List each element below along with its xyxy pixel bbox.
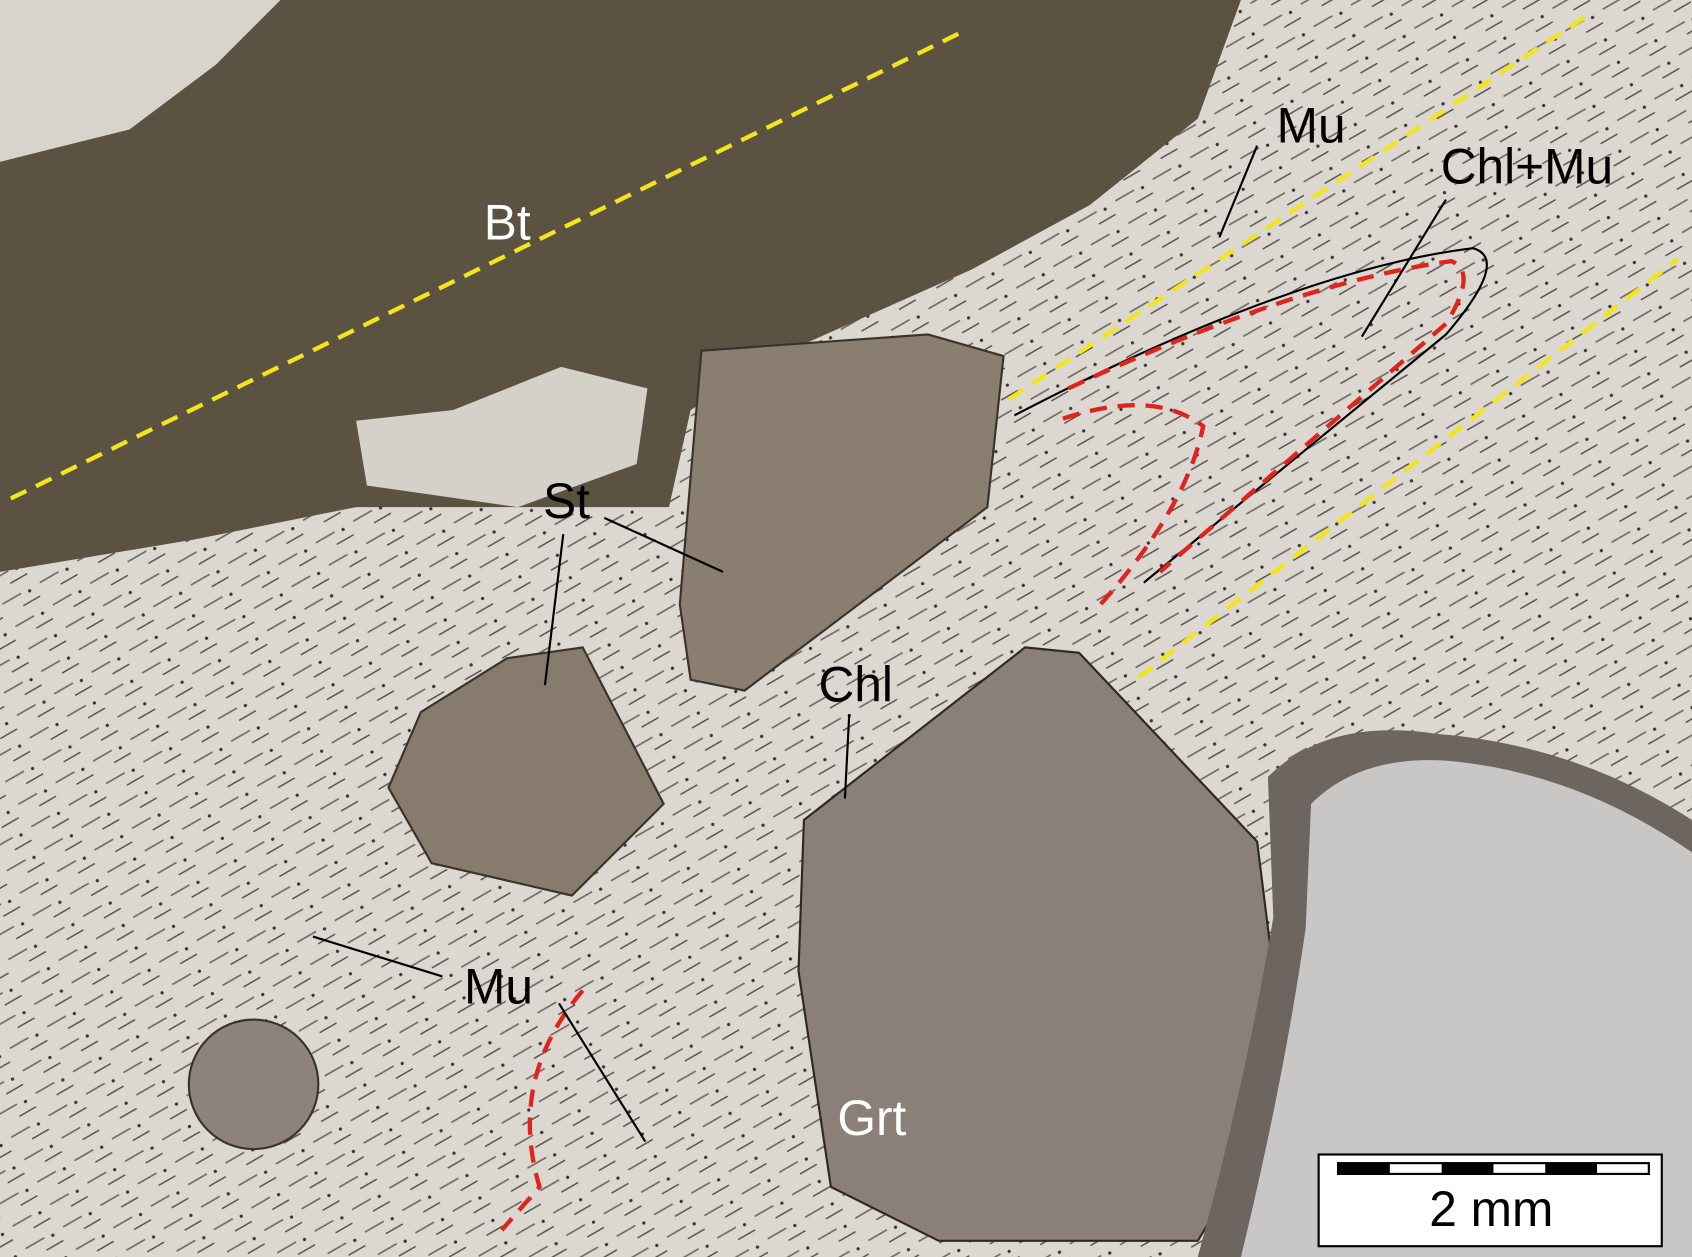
biotite-band [0,0,1241,572]
foliation-line [9,28,967,501]
scale-label: 2 mm [1429,1181,1553,1237]
scale-bar: 2 mm [1317,1153,1663,1248]
staurolite-crystal [387,646,665,897]
scale-segment [1338,1163,1390,1174]
leader-line [603,516,724,573]
fold-trace [500,989,585,1232]
foliation-line [1137,257,1680,680]
leader-line [1360,199,1447,338]
leader-line [558,1002,647,1143]
fold-outline [1013,247,1488,584]
leader-line [312,935,443,978]
fold-trace [1067,258,1466,574]
staurolite-crystal [678,333,1005,692]
mineral-label: Mu [1277,98,1346,154]
foliation-line [1007,14,1588,402]
leader-line [1218,145,1259,238]
mineral-label: Mu [464,959,533,1015]
leader-line [843,714,851,799]
garnet-small [187,1018,320,1151]
quartz-grain [1240,760,1692,1257]
leader-line [543,533,565,686]
mineral-label: Chl [818,656,892,712]
fold-trace [1062,403,1206,606]
scale-segment [1441,1163,1494,1174]
scale-segment [1545,1163,1598,1174]
mineral-label: St [543,473,590,529]
mineral-label: Bt [484,195,531,251]
matrix-patch [0,0,281,162]
mineral-label: Grt [837,1090,906,1146]
mineral-label: Chl+Mu [1441,139,1613,195]
matrix-patch [356,366,648,508]
